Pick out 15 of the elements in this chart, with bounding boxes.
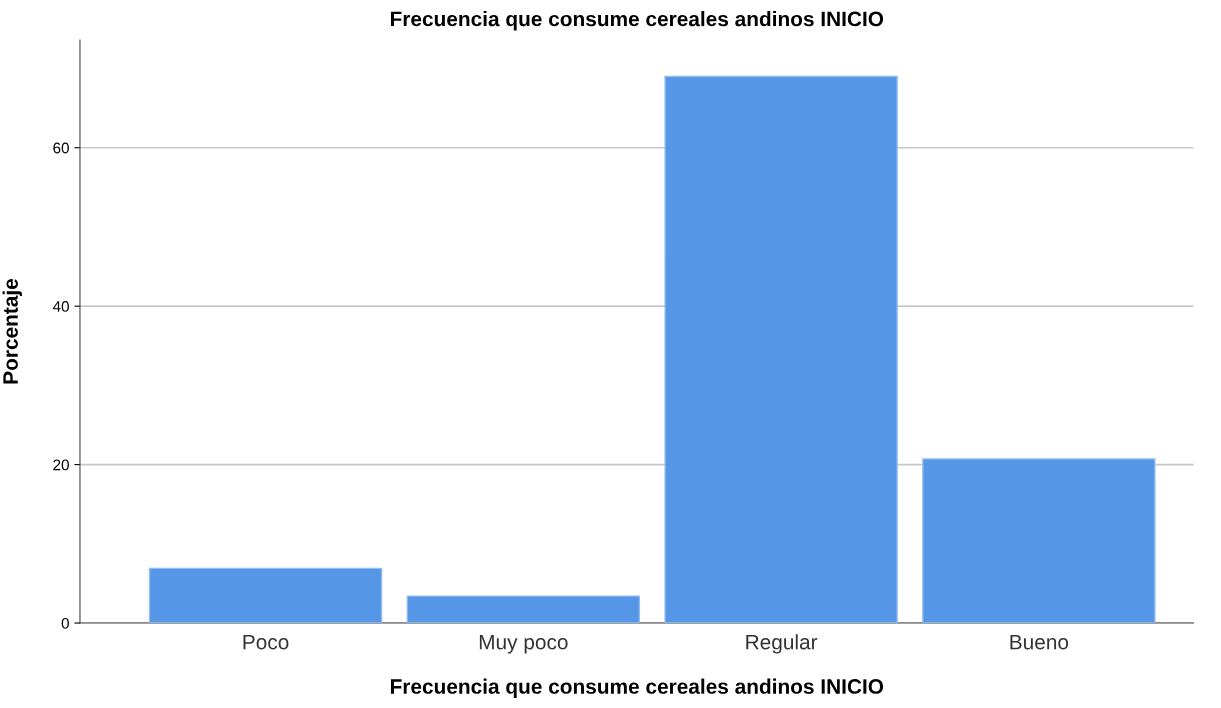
x-tick-label: Poco: [243, 634, 289, 650]
bar: [406, 595, 641, 624]
x-axis-title: Frecuencia que consume cereales andinos INICIO: [390, 678, 884, 698]
y-tick-label: 60: [53, 142, 69, 154]
bar: [148, 567, 383, 624]
x-tick-label: Regular: [746, 634, 818, 654]
bar: [664, 75, 898, 624]
x-tick-label: Muy poco: [479, 634, 568, 654]
x-tick-label: Bueno: [1010, 634, 1069, 650]
y-tick-label: 40: [52, 301, 69, 312]
y-tick-label: 20: [53, 459, 69, 471]
chart-title: Frecuencia que consume cereales andinos INICIO: [390, 11, 884, 31]
bar: [922, 458, 1156, 624]
y-axis-title: Porcentaje: [2, 278, 23, 384]
y-tick-label: 0: [61, 617, 69, 629]
